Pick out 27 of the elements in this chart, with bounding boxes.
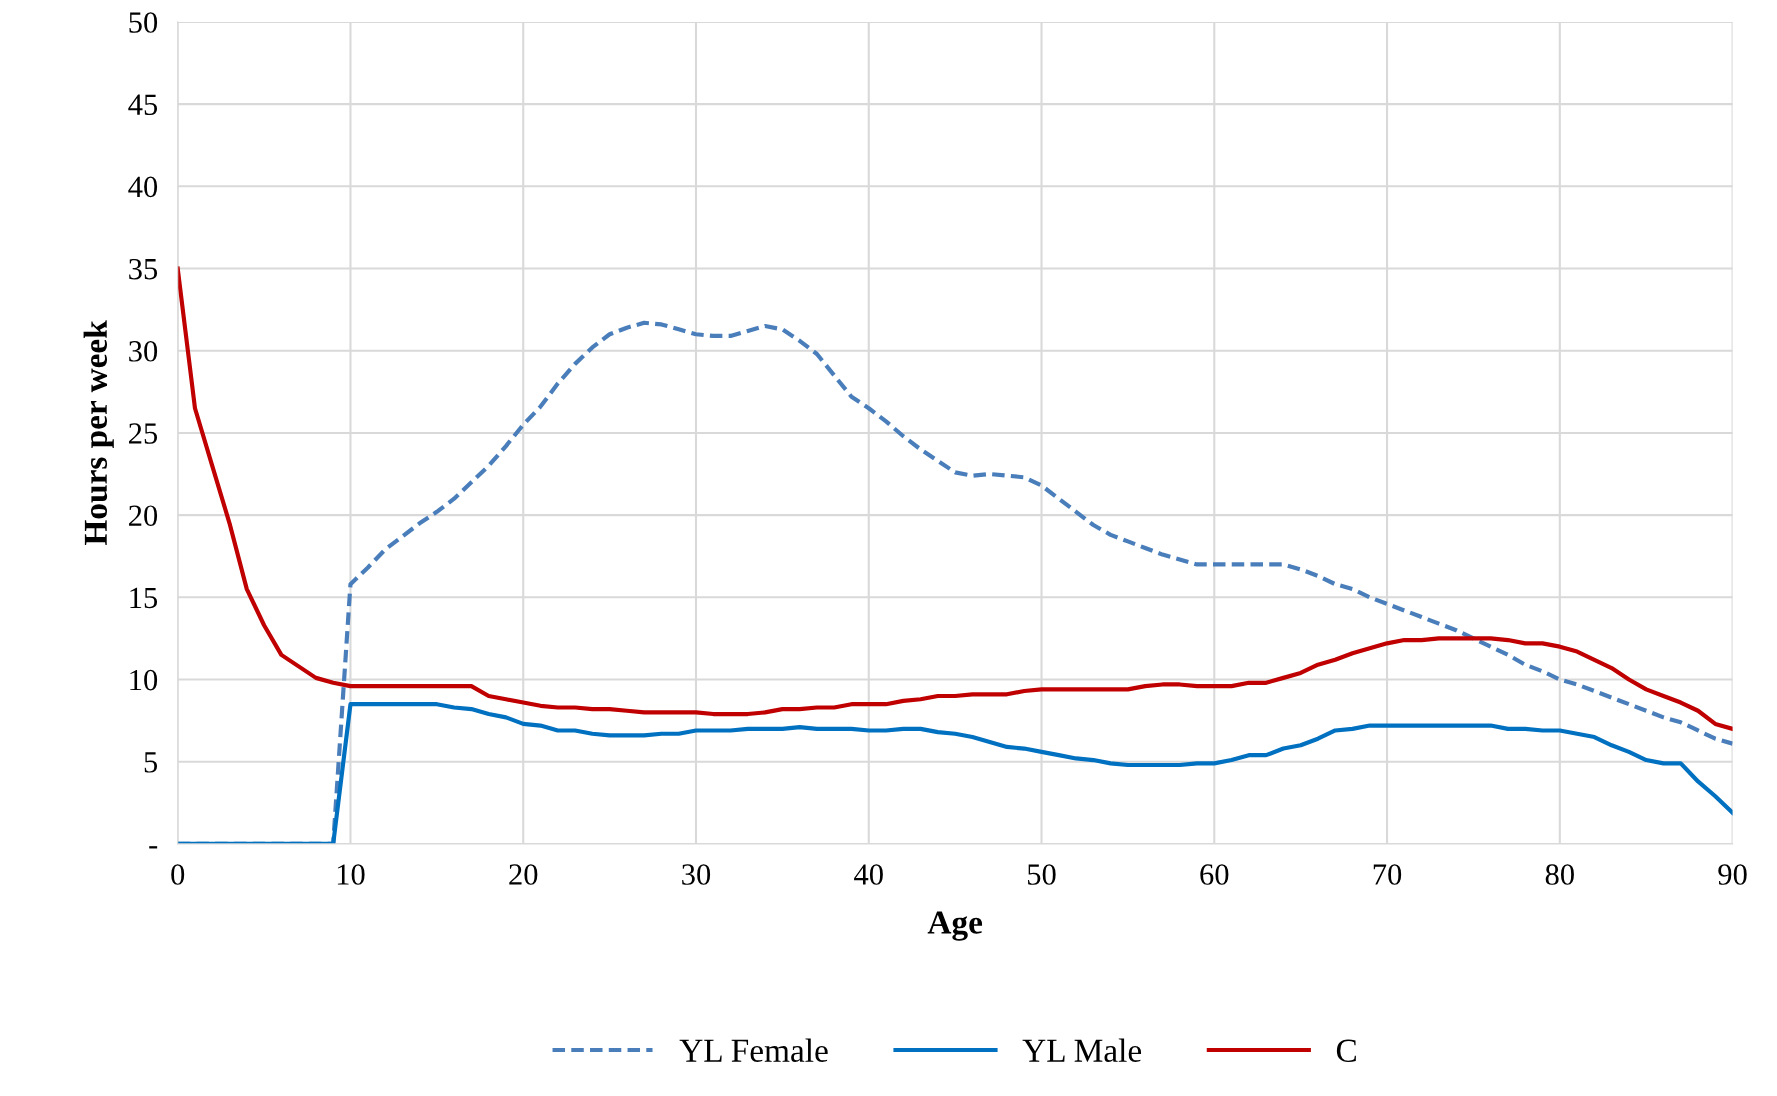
x-tick-label: 20 [509,864,538,885]
y-axis-title: Hours per week [83,320,114,546]
y-tick-label: 35 [129,258,158,280]
y-tick-label: - [149,846,158,849]
y-tick-label: 20 [129,505,158,527]
x-tick-label: 40 [854,864,883,885]
x-axis-title: Age [927,911,983,941]
line-series [177,266,1733,731]
y-tick-label: 50 [129,12,158,33]
x-tick-label: 70 [1373,864,1402,885]
y-tick-label: 45 [128,94,158,116]
y-tick-label: 10 [130,669,158,691]
x-tick-label: 80 [1545,864,1574,885]
x-tick-label: 60 [1200,864,1229,885]
x-tick-label: 50 [1028,864,1056,885]
y-tick-label: 5 [144,752,158,773]
legend-label: YL Male [1022,1038,1142,1062]
y-tick-label: 30 [129,341,158,362]
x-tick-label: 30 [682,864,711,885]
y-tick-label: 15 [130,587,158,609]
legend-label: C [1336,1039,1356,1062]
x-tick-label: 10 [337,864,365,885]
legend-label: YL Female [679,1038,828,1062]
x-tick-label: 0 [171,864,185,885]
y-tick-label: 25 [129,423,158,444]
y-tick-label: 40 [128,176,158,198]
x-tick-label: 90 [1718,864,1747,885]
